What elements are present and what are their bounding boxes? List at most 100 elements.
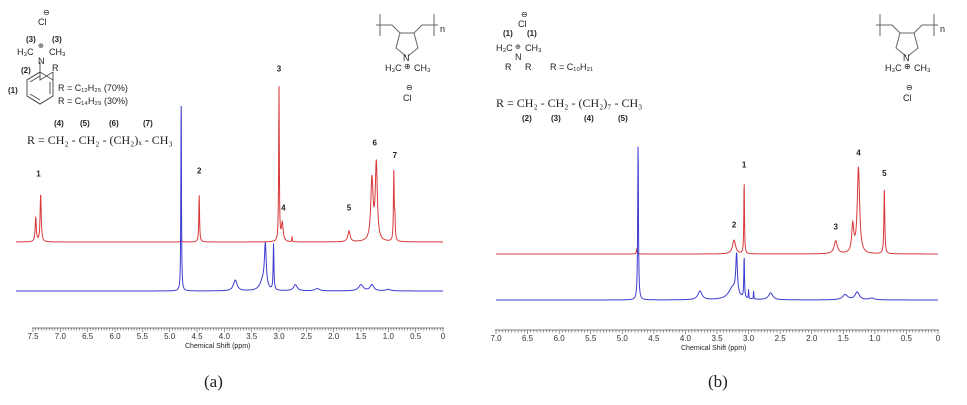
- x-tick-label: 2.0: [328, 332, 340, 341]
- polymer-anion: Cl: [403, 93, 412, 103]
- peak-label: 5: [347, 203, 352, 212]
- pyrrolidinium-polymer-icon: [376, 14, 438, 57]
- peak-label: 4: [856, 148, 861, 157]
- x-tick-label: 4.0: [219, 332, 231, 341]
- polymer-right-methyl: CH₃: [414, 63, 431, 73]
- nitrogen: N: [515, 52, 522, 62]
- x-tick-label: 7.0: [490, 334, 502, 343]
- peak-label: 5: [882, 169, 887, 178]
- x-tick-label: 5.5: [137, 332, 149, 341]
- positive-charge-icon: ⊕: [904, 62, 911, 71]
- methyl-label-right: (3): [52, 35, 62, 44]
- repeat-unit-n: n: [440, 24, 446, 34]
- x-tick-label: 3.0: [273, 332, 285, 341]
- spectrum-blue: [496, 146, 938, 301]
- r-definition: R = C₁₀H₂₁: [550, 62, 594, 72]
- x-tick-label: 6.5: [82, 332, 94, 341]
- chain-label-6: (6): [109, 119, 119, 128]
- nitrogen: N: [38, 56, 45, 66]
- chain-label-5: (5): [618, 114, 628, 123]
- negative-charge-icon: ⊖: [43, 8, 50, 17]
- x-tick-label: 0: [441, 332, 446, 341]
- x-tick-label: 3.5: [711, 334, 723, 343]
- peak-label: 1: [742, 160, 747, 169]
- x-tick-label: 4.5: [648, 334, 660, 343]
- x-tick-label: 2.5: [301, 332, 313, 341]
- x-tick-label: 1.0: [869, 334, 881, 343]
- x-tick-label: 1.5: [355, 332, 367, 341]
- polymer-left-methyl: H₃C: [885, 63, 902, 73]
- methyl-label-left: (1): [503, 29, 513, 38]
- ring-label: (1): [8, 86, 18, 95]
- x-tick-label: 2.0: [806, 334, 818, 343]
- panel-label-a: (a): [204, 372, 223, 391]
- x-tick-label: 3.0: [743, 334, 755, 343]
- peak-label: 1: [36, 169, 41, 178]
- methyl-label-right: (1): [527, 29, 537, 38]
- x-tick-label: 6.5: [522, 334, 534, 343]
- chain-label-4: (4): [584, 114, 594, 123]
- polymer-nitrogen: N: [903, 53, 910, 63]
- peak-label: 3: [833, 222, 838, 231]
- spectrum-red: [15, 86, 443, 243]
- positive-charge-icon: ⊕: [404, 62, 411, 71]
- alkyl-chain-formula: R = CH₂ - CH₂ - (CH₂)ₓ - CH₃: [27, 133, 173, 147]
- chain-label-3: (3): [551, 114, 561, 123]
- x-axis-title-b: Chemical Shift (ppm): [681, 345, 747, 352]
- negative-charge-icon: ⊖: [521, 10, 528, 19]
- positive-charge-icon: ⊕: [38, 43, 44, 50]
- right-methyl: CH₃: [49, 47, 66, 57]
- chloride-anion: Cl: [38, 17, 47, 27]
- spectrum-red: [496, 166, 938, 255]
- peak-label: 2: [732, 221, 737, 230]
- r-group: R: [52, 63, 59, 73]
- left-methyl: H₃C: [17, 47, 34, 57]
- x-tick-label: 1.0: [383, 332, 395, 341]
- x-tick-label: 0.5: [410, 332, 422, 341]
- x-tick-label: 4.5: [191, 332, 203, 341]
- negative-charge-icon: ⊖: [906, 83, 913, 92]
- polymer-right-methyl: CH₃: [914, 63, 931, 73]
- chain-label-2: (2): [522, 114, 532, 123]
- methylene-label: (2): [21, 66, 31, 75]
- polymer-nitrogen: N: [403, 53, 410, 63]
- x-tick-label: 3.5: [246, 332, 258, 341]
- chloride-anion: Cl: [518, 19, 527, 29]
- r-definition-1: R = C₁₂H₂₅ (70%): [58, 83, 128, 93]
- peak-label: 7: [393, 151, 398, 160]
- x-tick-label: 6.0: [554, 334, 566, 343]
- methyl-label-left: (3): [26, 35, 36, 44]
- polymer-left-methyl: H₃C: [385, 63, 402, 73]
- x-tick-label: 6.0: [109, 332, 121, 341]
- negative-charge-icon: ⊖: [406, 83, 413, 92]
- alkyl-chain-formula: R = CH₂ - CH₂ - (CH₂)₇ - CH₃: [496, 96, 643, 110]
- panel-label-b: (b): [708, 372, 728, 391]
- pyrrolidinium-polymer-icon: [876, 14, 938, 57]
- x-tick-label: 2.5: [775, 334, 787, 343]
- x-tick-label: 5.0: [164, 332, 176, 341]
- spectrum-blue: [16, 106, 443, 292]
- r-group-left: R: [505, 62, 512, 72]
- x-tick-label: 0: [936, 334, 941, 343]
- x-tick-label: 7.0: [55, 332, 67, 341]
- polymer-anion: Cl: [903, 93, 912, 103]
- chain-label-7: (7): [143, 119, 153, 128]
- x-tick-label: 4.0: [680, 334, 692, 343]
- r-group-right: R: [525, 62, 532, 72]
- r-definition-2: R = C₁₄H₂₉ (30%): [58, 96, 129, 106]
- x-tick-label: 5.5: [585, 334, 597, 343]
- benzene-ring-icon: [26, 62, 54, 105]
- x-tick-label: 5.0: [617, 334, 629, 343]
- peak-label: 2: [197, 166, 202, 175]
- peak-label: 4: [281, 203, 286, 212]
- x-tick-label: 7.5: [27, 332, 39, 341]
- chain-label-5: (5): [80, 119, 90, 128]
- chain-label-4: (4): [54, 119, 64, 128]
- repeat-unit-n: n: [940, 24, 946, 34]
- peak-label: 3: [277, 65, 282, 74]
- positive-charge-icon: ⊕: [515, 44, 521, 51]
- x-tick-label: 0.5: [901, 334, 913, 343]
- left-methyl: H₃C: [496, 43, 513, 53]
- peak-label: 6: [372, 139, 377, 148]
